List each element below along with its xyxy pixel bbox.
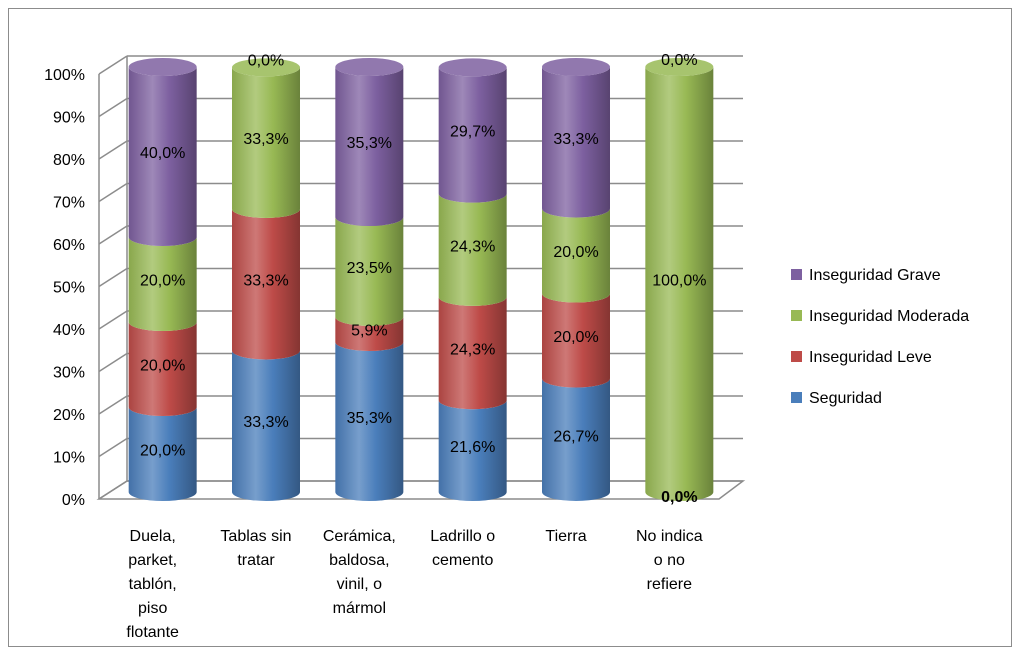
data-label: 35,3% <box>347 410 392 427</box>
stacked-cylinder-chart: 0% 10% 20% 30% 40% 50% 60% 70% 80% 90% 100% 20,0% 20… <box>44 52 969 641</box>
floor <box>96 480 746 500</box>
side-wall-gridline <box>98 182 128 203</box>
data-label: 0,0% <box>661 489 697 506</box>
bar-segment <box>645 67 714 501</box>
data-label: 23,5% <box>347 260 392 277</box>
chart-frame: 0% 10% 20% 30% 40% 50% 60% 70% 80% 90% 100% 20,0% 20… <box>8 8 1012 647</box>
bar-segment <box>232 350 300 501</box>
legend-label: Seguridad <box>809 390 882 407</box>
bar-segment <box>542 378 610 501</box>
bar-segment <box>128 322 197 416</box>
data-label: 26,7% <box>553 428 598 445</box>
category-label: mármol <box>333 600 386 617</box>
bar-segment <box>438 400 507 501</box>
side-wall-gridline <box>98 225 128 245</box>
data-label: 20,0% <box>140 443 185 460</box>
bar-segment <box>542 208 610 303</box>
data-label: 0,0% <box>248 52 284 69</box>
bar-segment <box>335 341 404 501</box>
data-label: 33,3% <box>243 414 288 431</box>
category-label: No indica <box>636 528 703 545</box>
category-label: Tablas sin <box>220 528 291 545</box>
side-wall-gridline <box>98 310 128 330</box>
data-label: 20,0% <box>553 244 598 261</box>
category-label: tratar <box>237 552 275 569</box>
data-label: 20,0% <box>140 273 185 290</box>
category-label: flotante <box>126 624 179 641</box>
data-label: 20,0% <box>140 358 185 375</box>
data-label: 24,3% <box>450 238 495 255</box>
category-label: cemento <box>432 552 493 569</box>
side-wall-gridline <box>98 267 128 288</box>
side-wall-gridline <box>98 395 128 415</box>
legend-swatch <box>791 392 802 403</box>
category-label: baldosa, <box>329 552 390 569</box>
data-label: 20,0% <box>553 329 598 346</box>
legend-label: Inseguridad Leve <box>809 349 932 366</box>
bar-cap <box>128 58 197 76</box>
category-label: Duela, <box>130 528 176 545</box>
y-tick-label: 40% <box>53 322 85 339</box>
bar-segment <box>128 67 197 246</box>
side-wall-gridline <box>98 437 128 458</box>
side-wall-gridline <box>98 55 128 75</box>
y-tick-label: 90% <box>53 110 85 127</box>
bar-segment <box>232 208 300 360</box>
data-label: 100,0% <box>652 273 706 290</box>
bar-cap <box>438 58 507 77</box>
category-label: Ladrillo o <box>430 528 495 545</box>
category-label: vinil, o <box>337 576 382 593</box>
legend-swatch <box>791 269 802 280</box>
y-tick-label: 70% <box>53 195 85 212</box>
data-label: 5,9% <box>351 322 387 339</box>
bar-segment <box>128 237 197 331</box>
y-tick-label: 0% <box>62 492 85 509</box>
category-label: Cerámica, <box>323 528 396 545</box>
data-label: 33,3% <box>553 131 598 148</box>
category-label: piso <box>138 600 167 617</box>
bar-segment <box>438 67 507 203</box>
data-label: 33,3% <box>243 273 288 290</box>
bar-segment <box>438 296 507 410</box>
side-wall-gridline <box>98 352 128 373</box>
category-label: refiere <box>647 576 692 593</box>
bar-segment <box>542 293 610 388</box>
category-label: parket, <box>128 552 177 569</box>
legend-label: Inseguridad Grave <box>809 267 941 284</box>
side-wall-gridline <box>98 97 128 118</box>
side-wall-gridline <box>98 140 128 160</box>
data-label: 33,3% <box>243 131 288 148</box>
data-label: 35,3% <box>347 135 392 152</box>
bar-segment <box>542 67 610 218</box>
y-tick-label: 60% <box>53 237 85 254</box>
y-tick-label: 30% <box>53 365 85 382</box>
bar-segment <box>335 217 404 326</box>
data-label: 0,0% <box>661 52 697 69</box>
legend-swatch <box>791 351 802 362</box>
bar-segment <box>232 67 300 218</box>
category-label: o no <box>654 552 685 569</box>
bar-segment <box>335 316 404 351</box>
bar-segment <box>335 67 404 227</box>
bar-cap <box>645 58 714 76</box>
legend-swatch <box>791 310 802 321</box>
bar-cap <box>542 58 610 76</box>
y-tick-label: 50% <box>53 280 85 297</box>
y-tick-label: 10% <box>53 450 85 467</box>
data-label: 29,7% <box>450 124 495 141</box>
y-tick-label: 80% <box>53 152 85 169</box>
y-tick-label: 100% <box>44 67 85 84</box>
y-tick-label: 20% <box>53 407 85 424</box>
bar-cap <box>335 58 404 76</box>
bar-segment <box>128 407 197 501</box>
category-label: tablón, <box>129 576 177 593</box>
data-label: 24,3% <box>450 342 495 359</box>
data-label: 21,6% <box>450 439 495 456</box>
data-label: 40,0% <box>140 145 185 162</box>
bar-cap <box>232 58 300 77</box>
bar-segment <box>438 193 507 306</box>
legend-label: Inseguridad Moderada <box>809 308 969 325</box>
category-label: Tierra <box>545 528 586 545</box>
